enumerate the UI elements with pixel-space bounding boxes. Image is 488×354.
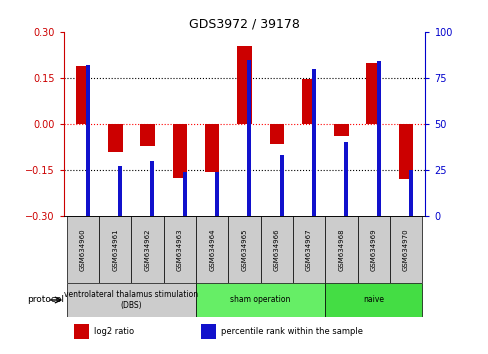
Bar xyxy=(201,324,215,339)
Bar xyxy=(74,324,89,339)
Bar xyxy=(131,216,163,283)
Bar xyxy=(311,69,315,216)
Bar xyxy=(172,124,187,178)
Bar xyxy=(376,61,380,216)
Text: naive: naive xyxy=(363,296,384,304)
Bar xyxy=(325,216,357,283)
Text: protocol: protocol xyxy=(27,296,64,304)
Bar xyxy=(196,216,228,283)
Bar xyxy=(99,216,131,283)
Bar xyxy=(366,63,380,124)
Bar xyxy=(389,216,421,283)
Bar xyxy=(228,216,260,283)
Bar xyxy=(333,124,348,136)
Text: sham operation: sham operation xyxy=(230,296,290,304)
Text: GSM634966: GSM634966 xyxy=(273,228,279,271)
Bar xyxy=(325,283,421,317)
Text: GSM634968: GSM634968 xyxy=(338,228,344,271)
Text: GSM634962: GSM634962 xyxy=(144,228,150,271)
Text: GSM634963: GSM634963 xyxy=(177,228,183,271)
Text: GSM634967: GSM634967 xyxy=(305,228,311,271)
Text: ventrolateral thalamus stimulation
(DBS): ventrolateral thalamus stimulation (DBS) xyxy=(64,290,198,310)
Bar xyxy=(357,216,389,283)
Bar xyxy=(344,142,347,216)
Text: log2 ratio: log2 ratio xyxy=(94,327,134,336)
Bar xyxy=(183,172,186,216)
Text: GSM634960: GSM634960 xyxy=(80,228,86,271)
Bar xyxy=(292,216,325,283)
Text: GSM634961: GSM634961 xyxy=(112,228,118,271)
Text: GSM634970: GSM634970 xyxy=(402,228,408,271)
Bar xyxy=(408,170,412,216)
Bar xyxy=(247,59,251,216)
Bar xyxy=(67,216,99,283)
Bar xyxy=(279,155,283,216)
Bar xyxy=(269,124,284,144)
Bar xyxy=(237,46,251,124)
Bar xyxy=(118,166,122,216)
Bar xyxy=(150,161,154,216)
Text: GSM634964: GSM634964 xyxy=(209,228,215,271)
Bar xyxy=(163,216,196,283)
Bar xyxy=(140,124,155,145)
Bar xyxy=(215,172,219,216)
Bar xyxy=(196,283,325,317)
Text: percentile rank within the sample: percentile rank within the sample xyxy=(221,327,362,336)
Bar xyxy=(76,65,90,124)
Bar xyxy=(204,124,219,172)
Bar xyxy=(86,65,90,216)
Bar xyxy=(398,124,412,179)
Text: GSM634969: GSM634969 xyxy=(370,228,376,271)
Title: GDS3972 / 39178: GDS3972 / 39178 xyxy=(189,18,299,31)
Bar xyxy=(260,216,292,283)
Bar xyxy=(67,283,196,317)
Bar xyxy=(108,124,122,152)
Bar xyxy=(301,80,316,124)
Text: GSM634965: GSM634965 xyxy=(241,228,247,271)
